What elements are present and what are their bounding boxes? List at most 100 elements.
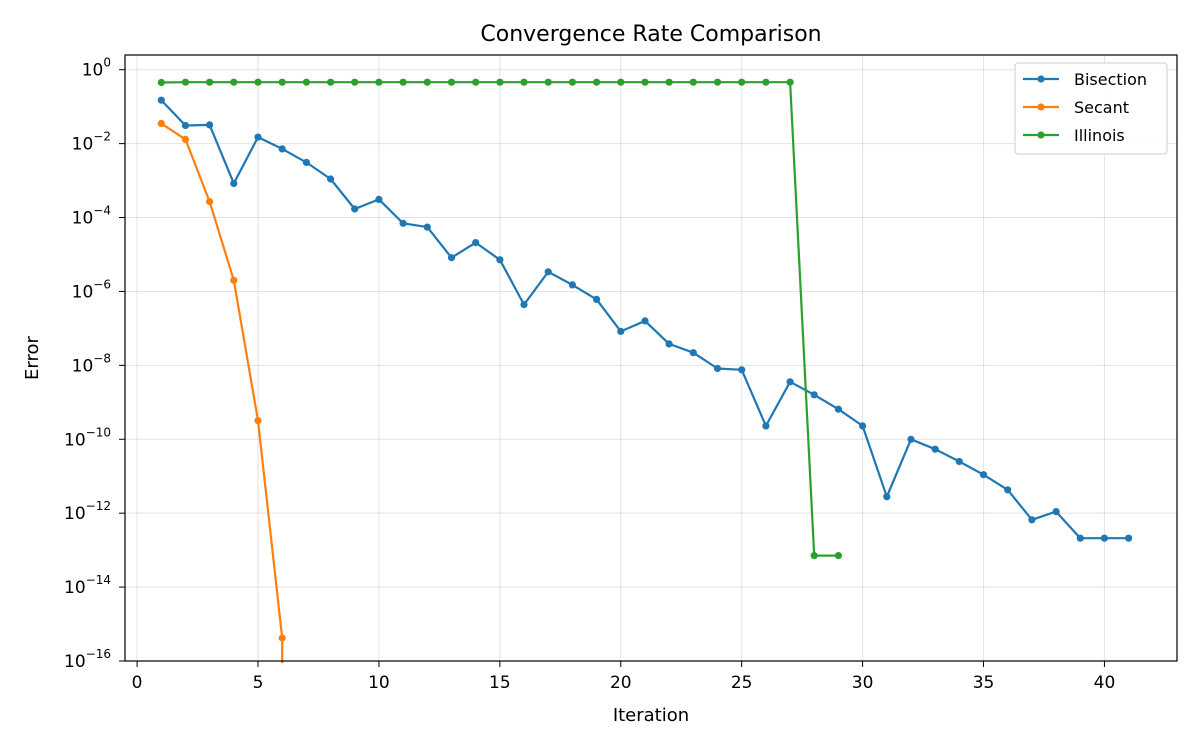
data-point	[447, 254, 456, 262]
data-point	[206, 78, 214, 86]
y-tick-label: 10−10	[64, 425, 111, 450]
data-point	[181, 135, 190, 143]
data-point	[738, 366, 746, 374]
x-tick-label: 15	[489, 673, 511, 693]
series-layer	[157, 78, 1133, 663]
data-point	[1052, 508, 1060, 516]
data-point	[472, 78, 480, 86]
data-point	[617, 327, 625, 335]
data-point	[278, 634, 286, 642]
data-point	[568, 281, 577, 289]
data-point	[859, 422, 867, 430]
legend-item: Secant	[1023, 98, 1129, 117]
data-point	[979, 471, 988, 479]
x-tick-label: 25	[731, 673, 753, 693]
data-point	[496, 256, 504, 264]
data-point	[302, 158, 310, 166]
legend-marker	[1037, 75, 1045, 83]
data-point	[617, 78, 625, 86]
data-point	[786, 378, 794, 386]
data-point	[157, 119, 165, 128]
data-point	[810, 552, 818, 560]
data-point	[786, 78, 794, 86]
data-point	[593, 78, 601, 86]
data-point	[254, 417, 262, 425]
data-point	[375, 78, 383, 86]
legend-label: Secant	[1074, 98, 1129, 117]
y-tick-label: 10−4	[72, 204, 111, 229]
data-point	[327, 175, 335, 183]
data-point	[689, 78, 697, 86]
data-point	[351, 78, 359, 86]
x-tick-label: 10	[368, 673, 390, 693]
data-point	[351, 205, 359, 213]
data-point	[423, 223, 431, 231]
data-point	[472, 239, 480, 247]
x-tick-label: 40	[1094, 673, 1116, 693]
data-point	[1028, 516, 1036, 524]
data-point	[738, 78, 746, 86]
legend-label: Illinois	[1074, 126, 1125, 145]
data-point	[955, 457, 963, 466]
data-point	[883, 493, 891, 501]
y-tick-label: 10−8	[72, 351, 111, 376]
data-point	[278, 78, 286, 86]
data-point	[447, 78, 456, 86]
legend-marker	[1037, 103, 1045, 111]
data-point	[762, 422, 770, 430]
data-point	[1125, 534, 1133, 542]
data-point	[520, 78, 528, 86]
x-tick-label: 35	[973, 673, 995, 693]
series-illinois	[157, 78, 843, 560]
data-point	[496, 78, 504, 86]
y-tick-label: 100	[82, 56, 111, 81]
y-tick-label: 10−6	[72, 277, 111, 302]
data-point	[375, 195, 383, 203]
series-line	[160, 122, 284, 663]
data-point	[1076, 534, 1084, 542]
data-point	[302, 78, 310, 86]
data-point	[399, 78, 407, 86]
data-point	[278, 145, 286, 153]
data-point	[423, 78, 431, 86]
plot-frame	[124, 54, 1178, 662]
y-tick-label: 10−12	[64, 499, 111, 524]
data-point	[544, 268, 552, 276]
data-point	[230, 179, 238, 187]
legend-marker	[1037, 131, 1045, 139]
data-point	[206, 198, 214, 206]
data-point	[762, 78, 770, 86]
data-point	[834, 405, 843, 413]
data-point	[641, 317, 649, 325]
legend-label: Bisection	[1074, 70, 1147, 89]
data-point	[641, 78, 649, 86]
y-tick-label: 10−16	[64, 647, 111, 672]
data-point	[1100, 534, 1108, 542]
y-tick-label: 10−2	[72, 130, 111, 155]
data-point	[157, 78, 165, 87]
legend: Bisection Secant Illinois	[1014, 62, 1168, 155]
data-point	[834, 552, 843, 560]
data-point	[713, 78, 722, 86]
data-point	[931, 445, 939, 453]
x-tick-label: 20	[610, 673, 632, 693]
data-point	[907, 435, 915, 443]
data-point	[689, 349, 697, 357]
data-point	[665, 78, 673, 86]
y-tick-label: 10−14	[64, 573, 111, 598]
legend-box	[1014, 62, 1168, 155]
data-point	[544, 78, 552, 86]
data-point	[810, 391, 818, 399]
data-point	[254, 78, 262, 86]
data-point	[230, 276, 238, 284]
data-point	[520, 301, 528, 309]
data-point	[230, 78, 238, 86]
data-point	[665, 340, 673, 348]
y-axis: 100 10−2 10−4 10−6 10−8 10−10 10−12 10−14 10−16	[64, 56, 125, 672]
x-tick-label: 0	[132, 673, 143, 693]
x-tick-label: 5	[253, 673, 264, 693]
legend-item: Illinois	[1023, 126, 1125, 145]
data-point	[254, 133, 262, 141]
chart-title: Convergence Rate Comparison	[480, 22, 821, 47]
